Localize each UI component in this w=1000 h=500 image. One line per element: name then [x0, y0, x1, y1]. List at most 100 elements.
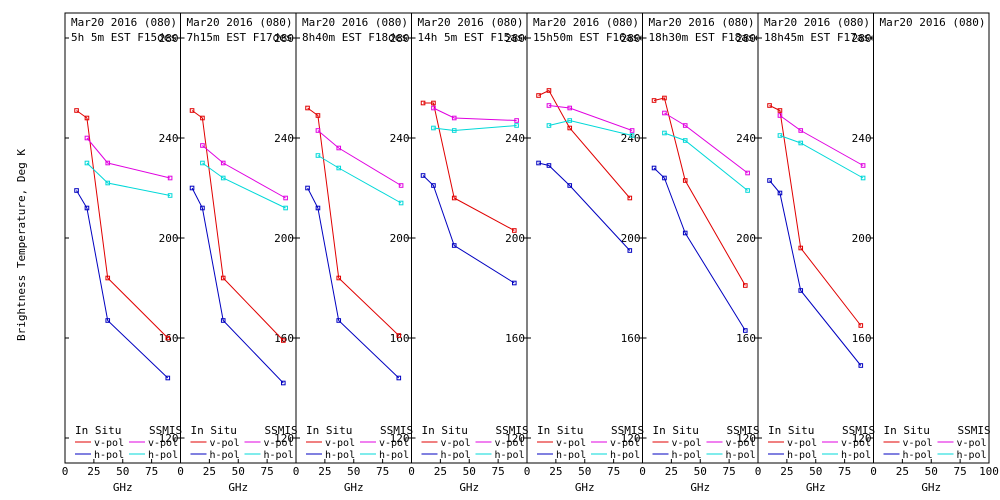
panel-titles: Mar20 2016 (080) 18h45m EST F17asc: [764, 16, 873, 44]
y-tick-label: 120: [621, 432, 641, 445]
legend-label: v-pol: [957, 438, 987, 449]
insitu-v-pol-point: [200, 115, 205, 121]
y-tick-label: 160: [505, 332, 525, 345]
insitu-v-pol-point: [777, 108, 783, 113]
y-tick-label: 160: [390, 332, 410, 345]
insitu-v-pol-point: [165, 335, 171, 341]
insitu-h-pol-point: [396, 375, 402, 381]
insitu-v-pol-point: [451, 195, 457, 201]
insitu-h-pol-point: [431, 183, 436, 188]
insitu-v-pol-line: [653, 97, 746, 286]
legend-label: v-pol: [726, 438, 756, 449]
ssmis-h-pol-point: [662, 130, 667, 136]
insitu-h-pol-point: [74, 188, 79, 193]
x-tick-label: 75: [607, 465, 620, 478]
ssmis-v-pol-point: [546, 103, 552, 108]
ssmis-v-pol-point: [200, 143, 205, 148]
x-tick-label: 75: [492, 465, 505, 478]
insitu-h-pol-point: [511, 280, 517, 286]
legend-label: v-pol: [841, 438, 871, 449]
x-tick-label: 25: [87, 465, 100, 478]
ssmis-v-pol-line: [548, 105, 633, 131]
insitu-v-pol-point: [511, 228, 517, 233]
legend-label: h-pol: [841, 450, 871, 461]
ssmis-h-pol-line: [202, 162, 286, 209]
ssmis-v-pol-line: [317, 130, 402, 186]
y-tick-label: 160: [621, 332, 641, 345]
panel-titles: Mar20 2016 (080) 18h30m EST F18asc: [649, 16, 762, 44]
y-tick-label: 240: [390, 132, 410, 145]
y-tick-label: 280: [852, 32, 872, 45]
insitu-h-pol-point: [767, 178, 772, 183]
ssmis-h-pol-point: [431, 125, 436, 131]
insitu-h-pol-point: [280, 380, 286, 386]
ssmis-h-pol-point: [567, 118, 573, 123]
x-tick-label: 50: [809, 465, 822, 478]
y-tick-label: 120: [274, 432, 294, 445]
x-tick-label: 75: [145, 465, 158, 478]
x-tick-label: 50: [578, 465, 591, 478]
ssmis-v-pol-point: [220, 160, 226, 166]
panel-subtitle: 5h 5m EST F15des: [71, 31, 177, 44]
panel-6: Mar20 2016 (080) 18h30m EST F18asc 120 160 2…: [639, 12, 762, 494]
legend-label: h-pol: [325, 450, 355, 461]
insitu-h-pol-line: [538, 162, 631, 251]
ssmis-h-pol-point: [777, 133, 783, 138]
ssmis-v-pol-point: [105, 160, 111, 166]
ssmis-h-pol-point: [283, 205, 288, 211]
ssmis-h-pol-line: [548, 119, 633, 136]
insitu-v-pol-point: [627, 195, 633, 201]
x-tick-label: 75: [261, 465, 274, 478]
ssmis-v-pol-point: [567, 105, 573, 111]
insitu-v-pol-point: [420, 100, 426, 106]
legend-label: v-pol: [264, 438, 294, 449]
y-tick-label: 120: [390, 432, 410, 445]
ssmis-v-pol-point: [777, 113, 783, 118]
ssmis-v-pol-point: [798, 128, 804, 133]
insitu-h-pol-point: [536, 160, 541, 166]
ssmis-h-pol-line: [779, 135, 864, 179]
ssmis-h-pol-line: [664, 132, 748, 191]
insitu-h-pol-point: [315, 205, 321, 211]
insitu-v-pol-line: [423, 102, 515, 231]
insitu-v-pol-line: [76, 110, 169, 339]
panel-title: Mar20 2016 (080): [302, 16, 408, 29]
ssmis-h-pol-point: [798, 140, 804, 146]
insitu-v-pol-point: [742, 283, 748, 288]
insitu-h-pol-point: [200, 205, 205, 211]
legend-ssmis-heading: SSMIS: [380, 424, 413, 437]
insitu-h-pol-point: [165, 375, 171, 381]
panel-subtitle: 15h50m EST F16asc: [533, 31, 646, 44]
ssmis-v-pol-point: [745, 170, 750, 176]
panel-subtitle: 14h 5m EST F15asc: [418, 31, 531, 44]
panel-titles: Mar20 2016 (080) 14h 5m EST F15asc: [418, 16, 531, 44]
insitu-v-pol-point: [336, 275, 342, 281]
y-tick-label: 120: [852, 432, 872, 445]
x-tick-label: 50: [116, 465, 129, 478]
ssmis-h-pol-point: [105, 180, 111, 186]
panel-titles: Mar20 2016 (080) 8h40m EST F18des: [302, 16, 408, 44]
insitu-v-pol-point: [74, 108, 79, 113]
ssmis-v-pol-point: [336, 145, 342, 151]
insitu-h-pol-line: [76, 190, 169, 379]
ssmis-v-pol-line: [433, 107, 517, 121]
ssmis-h-pol-point: [220, 175, 226, 181]
panel-subtitle: 18h30m EST F18asc: [649, 31, 762, 44]
x-tick-label: 75: [838, 465, 851, 478]
ssmis-v-pol-point: [860, 163, 866, 168]
panel-titles: Mar20 2016 (080) 15h50m EST F16asc: [533, 16, 646, 44]
ssmis-h-pol-point: [336, 165, 342, 171]
x-tick-label: 25: [896, 465, 909, 478]
x-tick-label: 0: [870, 465, 877, 478]
insitu-v-pol-point: [280, 338, 286, 343]
insitu-h-pol-point: [220, 318, 226, 323]
legend-ssmis-heading: SSMIS: [958, 424, 991, 437]
legend-label: h-pol: [957, 450, 987, 461]
insitu-v-pol-line: [307, 107, 400, 336]
panel-3: Mar20 2016 (080) 8h40m EST F18des 120 160 20…: [293, 12, 413, 494]
ssmis-v-pol-point: [514, 118, 519, 123]
panel-titles: Mar20 2016 (080) 5h 5m EST F15des: [71, 16, 177, 44]
insitu-h-pol-line: [653, 167, 746, 331]
